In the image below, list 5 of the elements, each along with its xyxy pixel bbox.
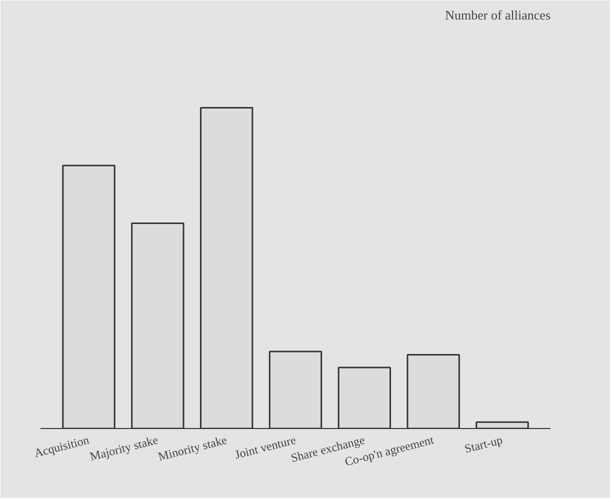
- x-tick-label: Minority stake: [156, 432, 228, 464]
- x-tick-label: Majority stake: [88, 432, 160, 464]
- x-tick-label: Start-up: [463, 432, 504, 456]
- x-tick-label: Acquisition: [32, 432, 90, 460]
- text: Number of alliances: [445, 8, 551, 22]
